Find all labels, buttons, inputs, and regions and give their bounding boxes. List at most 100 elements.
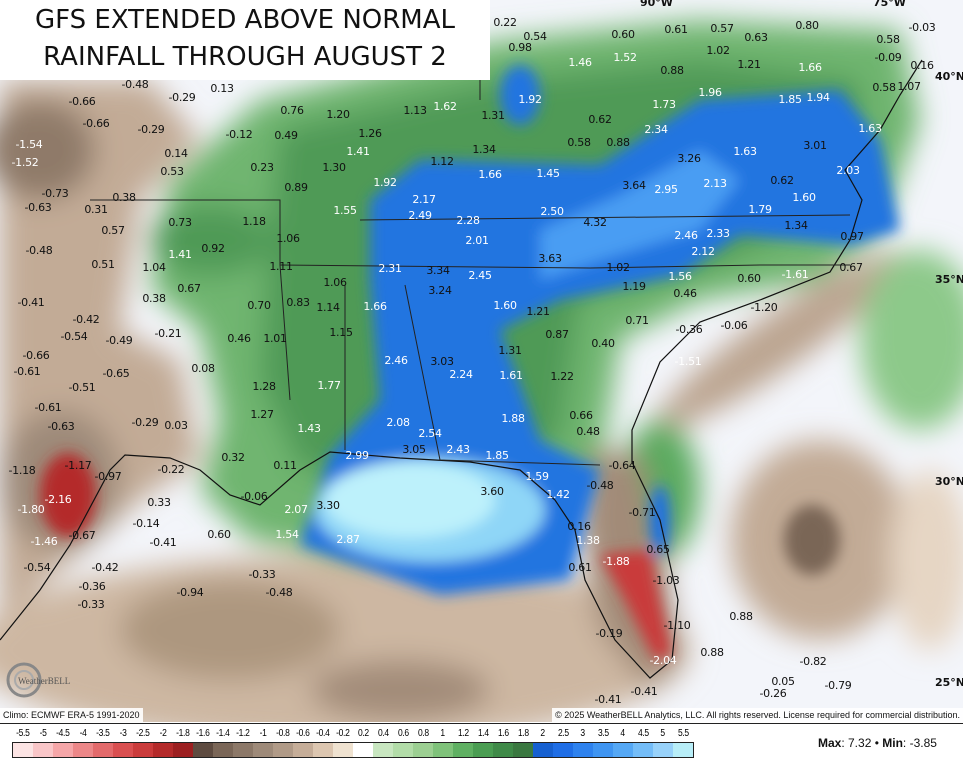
value-label: 1.19	[622, 280, 646, 293]
value-label: 3.63	[538, 252, 562, 265]
value-label: -0.06	[720, 319, 748, 332]
value-label: 1.66	[363, 300, 387, 313]
value-label: 1.27	[250, 408, 274, 421]
value-label: -0.42	[72, 313, 100, 326]
value-label: 1.21	[737, 58, 761, 71]
legend-tick: -3.5	[93, 728, 113, 740]
legend-tick: 0.6	[393, 728, 413, 740]
legend-tick: -2.5	[133, 728, 153, 740]
value-label: -0.03	[908, 21, 936, 34]
value-label: 0.70	[247, 299, 271, 312]
legend-tick-text: 0.2	[357, 728, 369, 739]
min-value: : -3.85	[902, 736, 937, 750]
value-label: -0.48	[121, 78, 149, 91]
legend-tick: -0.8	[273, 728, 293, 740]
legend-tick-text: 4	[620, 728, 626, 739]
legend-swatch	[313, 743, 333, 757]
value-label: 0.61	[568, 561, 592, 574]
value-label: 0.87	[545, 328, 569, 341]
value-label: -0.65	[102, 367, 130, 380]
value-label: 0.03	[164, 419, 188, 432]
legend-swatch	[393, 743, 413, 757]
legend-swatch	[33, 743, 53, 757]
value-label: 0.97	[840, 230, 864, 243]
legend-tick: 4	[613, 728, 633, 740]
value-label: 0.38	[112, 191, 136, 204]
value-label: 3.03	[430, 355, 454, 368]
map-title: GFS EXTENDED ABOVE NORMAL RAINFALL THROU…	[0, 0, 490, 80]
value-label: -0.29	[131, 416, 159, 429]
legend-tick: -0.6	[293, 728, 313, 740]
value-label: -0.54	[60, 330, 88, 343]
value-label: 1.13	[403, 104, 427, 117]
value-label: 0.11	[273, 459, 297, 472]
value-label: -0.42	[91, 561, 119, 574]
value-label: 2.31	[378, 262, 402, 275]
legend-tick: 1	[433, 728, 453, 740]
legend-swatch	[193, 743, 213, 757]
legend-tick: -5	[33, 728, 53, 740]
legend-tick: -1.2	[233, 728, 253, 740]
legend-swatch	[493, 743, 513, 757]
value-label: 1.34	[472, 143, 496, 156]
value-label: 2.03	[836, 164, 860, 177]
value-label: 0.31	[84, 203, 108, 216]
legend-tick: 4.5	[633, 728, 653, 740]
legend-swatch	[533, 743, 553, 757]
value-label: 0.67	[177, 282, 201, 295]
value-label: 0.62	[770, 174, 794, 187]
value-label: -0.61	[34, 401, 62, 414]
legend-swatch	[233, 743, 253, 757]
value-label: -1.46	[30, 535, 58, 548]
legend-swatch	[373, 743, 393, 757]
value-label: 1.02	[606, 261, 630, 274]
value-label: 0.83	[286, 296, 310, 309]
value-label: 0.76	[280, 104, 304, 117]
value-label: 2.33	[706, 227, 730, 240]
value-label: 2.50	[540, 205, 564, 218]
value-label: 1.31	[481, 109, 505, 122]
legend-tick: -2	[153, 728, 173, 740]
value-label: 1.12	[430, 155, 454, 168]
value-label: 0.05	[771, 675, 795, 688]
legend-tick: -0.4	[313, 728, 333, 740]
value-label: -1.51	[674, 355, 702, 368]
legend-tick: 1.4	[473, 728, 493, 740]
value-label: -0.63	[24, 201, 52, 214]
value-label: -1.54	[15, 138, 43, 151]
value-label: 2.45	[468, 269, 492, 282]
value-label: 1.62	[433, 100, 457, 113]
value-label: -0.48	[25, 244, 53, 257]
legend-swatch	[253, 743, 273, 757]
legend-swatch	[53, 743, 73, 757]
value-label: 0.60	[737, 272, 761, 285]
value-label: -0.64	[608, 459, 636, 472]
value-label: 0.71	[625, 314, 649, 327]
value-label: 1.55	[333, 204, 357, 217]
value-label: 0.80	[795, 19, 819, 32]
value-label: 0.89	[284, 181, 308, 194]
value-label: 2.17	[412, 193, 436, 206]
legend-tick: 1.2	[453, 728, 473, 740]
weatherbell-logo: WeatherBELL	[4, 660, 84, 700]
value-label: 0.62	[588, 113, 612, 126]
value-label: 3.01	[803, 139, 827, 152]
legend-tick-text: 2	[540, 728, 546, 739]
value-label: -1.17	[64, 459, 92, 472]
legend-swatch	[273, 743, 293, 757]
value-label: -0.79	[824, 679, 852, 692]
value-label: -0.94	[176, 586, 204, 599]
value-label: 2.99	[345, 449, 369, 462]
value-label: 2.13	[703, 177, 727, 190]
value-label: -0.12	[225, 128, 253, 141]
value-label: -0.09	[874, 51, 902, 64]
rainfall-anomaly-map: -0.48 -0.66 -0.29 0.13 -0.66 -0.29 -1.54 -1.52 -…	[0, 0, 963, 722]
value-label: 2.43	[446, 443, 470, 456]
value-label: 0.46	[227, 332, 251, 345]
value-label: 2.24	[449, 368, 473, 381]
legend-tick-text: 1.4	[477, 728, 489, 739]
legend-tick-text: 1.8	[517, 728, 529, 739]
legend-tick: 2.5	[553, 728, 573, 740]
value-label: 0.23	[250, 161, 274, 174]
value-label: -1.88	[602, 555, 630, 568]
